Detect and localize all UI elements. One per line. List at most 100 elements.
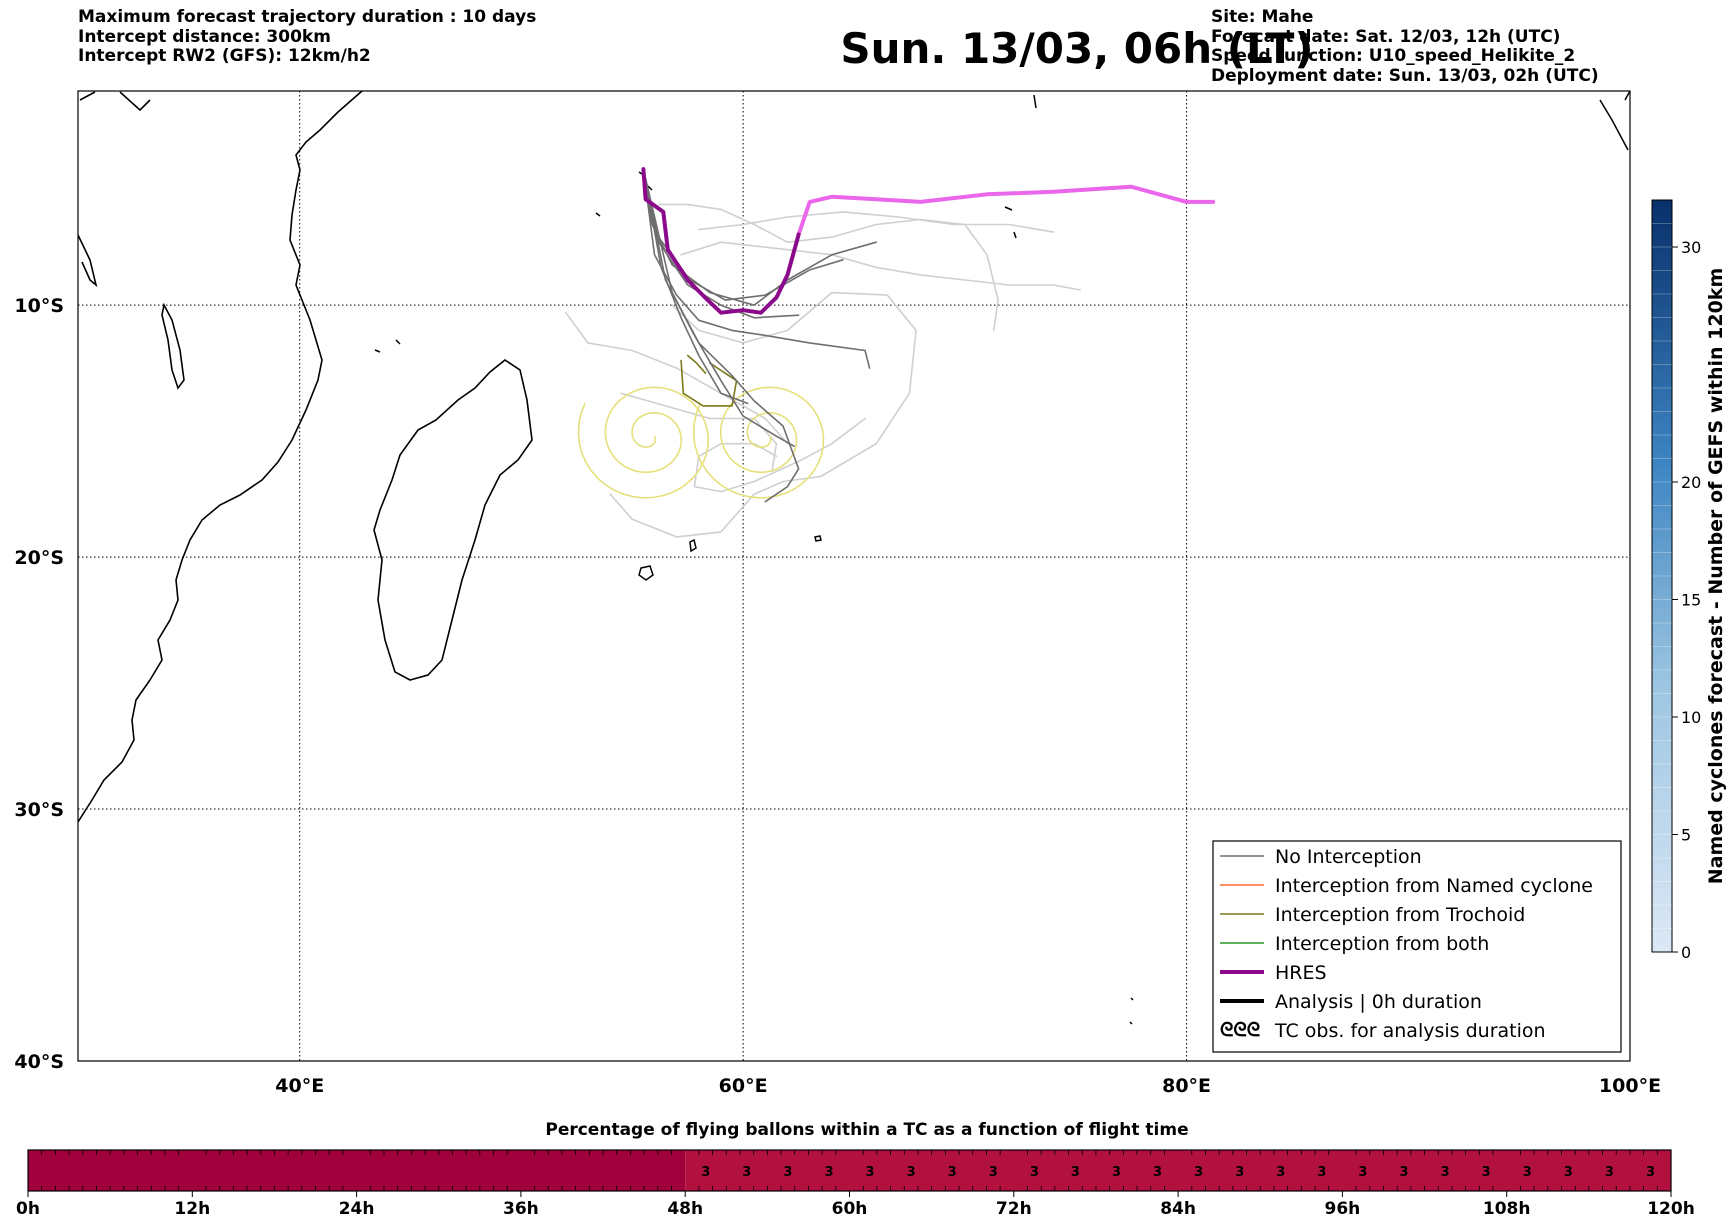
map-legend: No Interception Interception from Named c… (1212, 840, 1622, 1053)
flight-time-value: 3 (701, 1165, 710, 1180)
trajectories-no-interception-light (565, 203, 1081, 538)
lake-malawi (161, 302, 185, 390)
legend-label: TC obs. for analysis duration (1274, 1020, 1546, 1042)
flight-time-value: 3 (1071, 1165, 1080, 1180)
mauritius-island (689, 538, 697, 553)
header-left-info: Maximum forecast trajectory duration : 1… (78, 7, 537, 67)
coastlines (78, 91, 533, 823)
trajectory-hres-extended (796, 184, 1216, 237)
flight-time-value: 3 (1194, 1165, 1203, 1180)
flight-time-value: 3 (907, 1165, 916, 1180)
legend-box (1212, 840, 1622, 1053)
colorbar-title: Named cyclones forecast - Number of GEFS… (1705, 268, 1727, 885)
flight-time-value: 3 (1276, 1165, 1285, 1180)
flight-time-tick-label: 12h (174, 1199, 210, 1219)
legend-label: Interception from both (1275, 933, 1489, 955)
flight-time-value: 3 (824, 1165, 833, 1180)
islands (374, 91, 1630, 1025)
latitude-tick-labels: 10°S 20°S 30°S 40°S (14, 295, 64, 1073)
legend-item: Interception from Trochoid (1220, 904, 1525, 926)
trajectory-light (698, 211, 1055, 233)
legend-item: Interception from both (1220, 933, 1489, 955)
flight-time-tick-label: 120h (1647, 1199, 1695, 1219)
flight-time-tick-label: 24h (339, 1199, 375, 1219)
legend-label: Interception from Named cyclone (1275, 875, 1593, 897)
comoros-islands (374, 339, 401, 353)
trajectory-no-interception (642, 168, 749, 405)
flight-time-value: 3 (948, 1165, 957, 1180)
trajectory-light (658, 203, 999, 332)
flight-time-tick-label: 0h (16, 1199, 40, 1219)
trajectory-light (693, 417, 866, 493)
flight-time-tick-label: 108h (1483, 1199, 1531, 1219)
colorbar: 0 5 10 15 20 30 Named cyclones forecast - Num… (1651, 199, 1727, 962)
trajectory-light (565, 311, 789, 445)
colorbar-tick-label: 5 (1681, 826, 1691, 845)
legend-item: ᘓᘓᘓ TC obs. for analysis duration (1220, 1019, 1546, 1042)
trajectory-hres (641, 167, 1216, 315)
page-title: Sun. 13/03, 06h (LT) (840, 24, 1314, 73)
madagascar-coastline (373, 359, 533, 681)
header-right-info: Site: Mahe Forecast date: Sat. 12/03, 12… (1211, 7, 1599, 86)
legend-item: Interception from Named cyclone (1220, 875, 1593, 897)
trajectory-no-interception (642, 168, 795, 447)
trajectory-light (620, 392, 778, 473)
trajectory-light (609, 291, 917, 538)
flight-time-tick-label: 96h (1325, 1199, 1361, 1219)
flight-time-segment (685, 1150, 1671, 1191)
flight-time-value: 3 (1399, 1165, 1408, 1180)
chagos-islands (1004, 206, 1017, 239)
africa-coastline (78, 91, 363, 823)
trajectories-trochoid (680, 354, 738, 407)
flight-time-value: 3 (1646, 1165, 1655, 1180)
flight-time-value: 3 (742, 1165, 751, 1180)
max-duration-text: Maximum forecast trajectory duration : 1… (78, 7, 537, 27)
map-gridlines (78, 91, 1630, 1061)
sumatra-coast (1599, 91, 1630, 151)
legend-label: Interception from Trochoid (1275, 904, 1525, 926)
rodrigues-island (814, 535, 822, 542)
flight-time-tick-label: 60h (832, 1199, 868, 1219)
deployment-date-text: Deployment date: Sun. 13/03, 02h (UTC) (1211, 65, 1599, 86)
trajectory-trochoid (686, 354, 707, 374)
flight-time-tick-label: 72h (996, 1199, 1032, 1219)
lon-tick-label: 60°E (719, 1075, 768, 1097)
flight-time-value: 3 (866, 1165, 875, 1180)
flight-time-value: 3 (1564, 1165, 1573, 1180)
flight-time-value: 3 (1358, 1165, 1367, 1180)
colorbar-tick-label: 20 (1681, 473, 1701, 492)
legend-item: Analysis | 0h duration (1220, 991, 1482, 1013)
colorbar-tick-label: 10 (1681, 708, 1701, 727)
lat-tick-label: 30°S (14, 799, 64, 821)
flight-time-value: 3 (1605, 1165, 1614, 1180)
legend-label: HRES (1275, 962, 1327, 984)
trajectories-no-interception (642, 168, 877, 503)
lon-tick-label: 80°E (1162, 1075, 1211, 1097)
flight-time-tick-label: 36h (503, 1199, 539, 1219)
amsterdam-island (1129, 997, 1134, 1025)
intercept-rw2-text: Intercept RW2 (GFS): 12km/h2 (78, 46, 371, 66)
intercept-distance-text: Intercept distance: 300km (78, 26, 331, 47)
colorbar-tick-label: 30 (1681, 238, 1701, 257)
flight-time-value: 3 (1112, 1165, 1121, 1180)
legend-label: Analysis | 0h duration (1275, 991, 1482, 1013)
lat-tick-label: 40°S (14, 1051, 64, 1073)
flight-time-value: 3 (1523, 1165, 1532, 1180)
forecast-date-text: Forecast date: Sat. 12/03, 12h (UTC) (1211, 26, 1561, 47)
trajectory-trochoid (680, 359, 738, 407)
flight-time-segment (28, 1150, 686, 1191)
flight-time-value: 3 (1153, 1165, 1162, 1180)
legend-item: No Interception (1220, 846, 1422, 868)
speed-function-text: Speed function: U10_speed_Helikite_2 (1211, 46, 1576, 66)
legend-symbol-tc-obs: ᘓᘓᘓ (1220, 1019, 1260, 1041)
flight-time-bar: Percentage of flying ballons within a TC… (16, 1120, 1695, 1219)
colorbar-tick-label: 0 (1681, 943, 1691, 962)
flight-time-bar-title: Percentage of flying ballons within a TC… (545, 1120, 1188, 1140)
lon-tick-label: 40°E (275, 1075, 324, 1097)
tc-obs-spiral (692, 386, 825, 499)
longitude-tick-labels: 40°E 60°E 80°E 100°E (275, 1075, 1661, 1097)
colorbar-gradient (1651, 199, 1673, 953)
flight-time-tick-label: 84h (1160, 1199, 1196, 1219)
flight-time-value: 3 (1441, 1165, 1450, 1180)
